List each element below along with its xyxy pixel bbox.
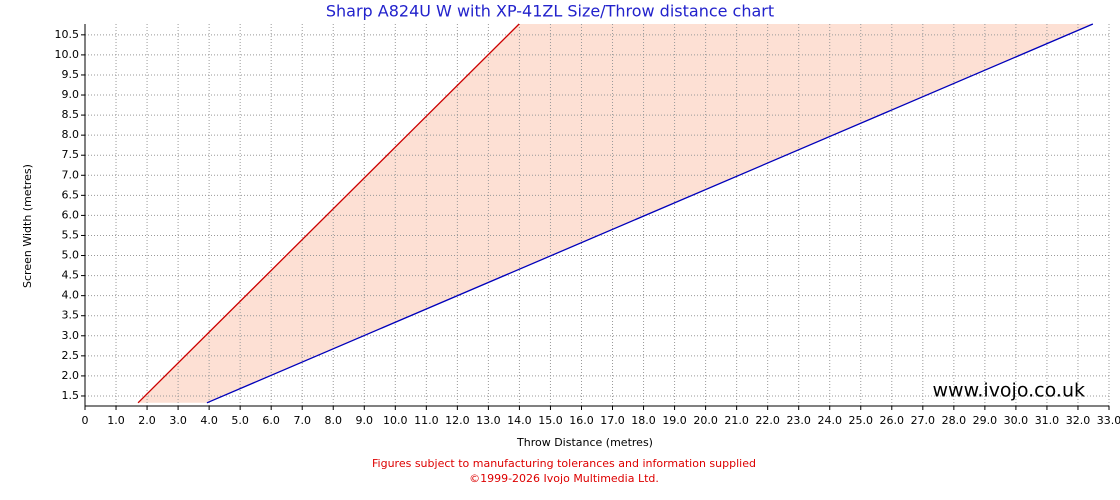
x-tick-label: 16.0 [569,414,594,427]
watermark: www.ivojo.co.uk [933,380,1086,402]
x-tick-label: 4.0 [200,414,218,427]
x-tick-label: 29.0 [973,414,998,427]
x-tick-label: 9.0 [356,414,374,427]
y-tick-label: 8.0 [62,128,80,141]
x-axis-label: Throw Distance (metres) [516,436,653,449]
x-tick-label: 2.0 [138,414,156,427]
x-tick-label: 28.0 [942,414,967,427]
x-tick-label: 1.0 [107,414,125,427]
chart-title: Sharp A824U W with XP-41ZL Size/Throw di… [326,2,774,21]
x-tick-label: 24.0 [817,414,842,427]
y-axis-label: Screen Width (metres) [21,164,34,288]
x-tick-label: 6.0 [262,414,280,427]
x-tick-label: 17.0 [600,414,625,427]
y-tick-label: 6.5 [62,188,80,201]
y-tick-label: 8.5 [62,108,80,121]
y-tick-label: 3.0 [62,329,80,342]
x-tick-label: 0 [82,414,89,427]
x-tick-label: 7.0 [293,414,311,427]
x-tick-label: 20.0 [693,414,718,427]
series-line [137,23,520,404]
series-line [206,23,1094,404]
x-tick-label: 33.0 [1097,414,1120,427]
x-tick-label: 21.0 [724,414,749,427]
plot-layer [84,24,1110,406]
x-tick-label: 3.0 [169,414,187,427]
x-tick-label: 8.0 [324,414,342,427]
y-tick-label: 4.0 [62,289,80,302]
x-tick-label: 25.0 [849,414,874,427]
x-tick-label: 31.0 [1035,414,1060,427]
y-tick-label: 6.0 [62,208,80,221]
x-tick-label: 12.0 [445,414,470,427]
y-tick-label: 2.5 [62,349,80,362]
footnote: Figures subject to manufacturing toleran… [372,457,756,470]
x-tick-label: 30.0 [1004,414,1029,427]
x-tick-label: 19.0 [662,414,687,427]
y-tick-label: 1.5 [62,389,80,402]
y-tick-label: 3.5 [62,309,80,322]
x-tick-label: 5.0 [231,414,249,427]
y-tick-label: 10.5 [55,28,80,41]
y-tick-label: 5.5 [62,228,80,241]
x-tick-label: 23.0 [786,414,811,427]
y-tick-label: 9.5 [62,68,80,81]
footnote: ©1999-2026 Ivojo Multimedia Ltd. [469,472,659,485]
x-tick-label: 26.0 [880,414,905,427]
x-tick-label: 15.0 [538,414,563,427]
x-tick-label: 27.0 [911,414,936,427]
x-tick-label: 22.0 [755,414,780,427]
y-tick-label: 10.0 [55,48,80,61]
x-tick-label: 11.0 [414,414,439,427]
x-tick-label: 10.0 [383,414,408,427]
y-tick-label: 2.0 [62,369,80,382]
throw-range-fill [138,24,1093,403]
y-tick-label: 4.5 [62,269,80,282]
x-tick-label: 13.0 [476,414,501,427]
y-tick-label: 5.0 [62,249,80,262]
y-tick-label: 7.0 [62,168,80,181]
y-tick-label: 9.0 [62,88,80,101]
x-tick-label: 32.0 [1066,414,1091,427]
y-tick-label: 7.5 [62,148,80,161]
x-tick-label: 18.0 [631,414,656,427]
x-tick-label: 14.0 [507,414,532,427]
